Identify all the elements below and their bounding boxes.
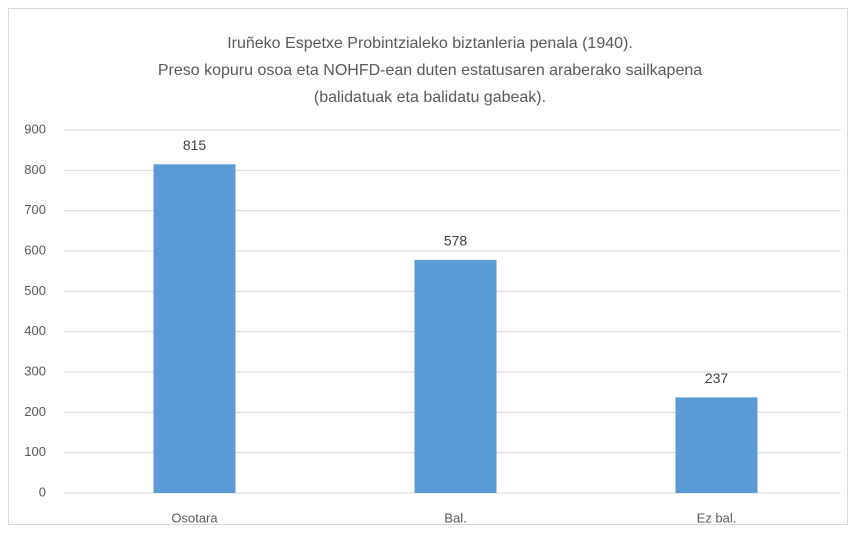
y-tick-label: 200 bbox=[24, 404, 46, 419]
y-tick-label: 900 bbox=[24, 121, 46, 136]
y-tick-label: 700 bbox=[24, 202, 46, 217]
y-tick-label: 300 bbox=[24, 363, 46, 378]
y-tick-label: 400 bbox=[24, 323, 46, 338]
x-tick-label: Bal. bbox=[444, 510, 466, 525]
x-tick-label: Osotara bbox=[171, 510, 218, 525]
data-label: 578 bbox=[444, 233, 468, 249]
y-tick-label: 100 bbox=[24, 444, 46, 459]
chart-title: Preso kopuru osoa eta NOHFD-ean duten es… bbox=[158, 62, 702, 79]
bar bbox=[675, 397, 758, 493]
chart-title: (balidatuak eta balidatu gabeak). bbox=[314, 89, 546, 106]
bar bbox=[153, 164, 236, 494]
data-label: 815 bbox=[183, 137, 207, 153]
x-tick-label: Ez bal. bbox=[697, 510, 737, 525]
bar bbox=[414, 259, 497, 493]
y-tick-label: 500 bbox=[24, 283, 46, 298]
chart-title: Iruñeko Espetxe Probintzialeko biztanler… bbox=[227, 35, 633, 52]
y-tick-label: 600 bbox=[24, 242, 46, 257]
data-label: 237 bbox=[705, 370, 729, 386]
y-tick-label: 800 bbox=[24, 162, 46, 177]
y-tick-label: 0 bbox=[39, 484, 46, 499]
